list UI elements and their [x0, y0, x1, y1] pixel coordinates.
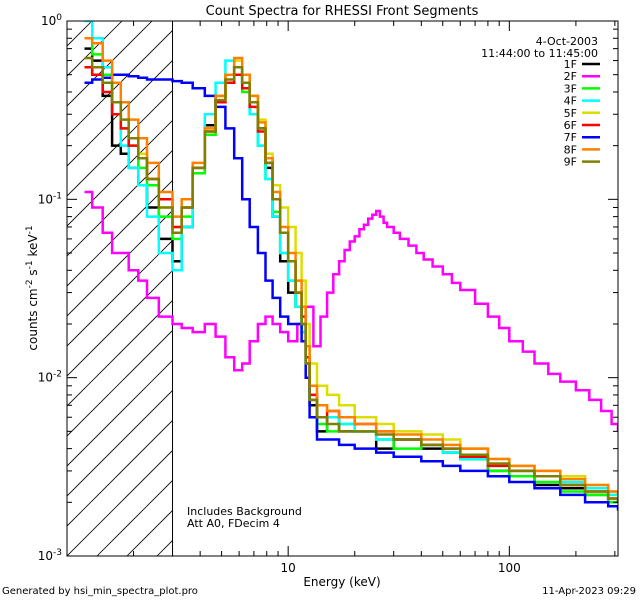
legend-label: 1F	[564, 58, 577, 71]
hatched-region	[0, 0, 640, 556]
y-tick-label: 10-1	[38, 191, 62, 206]
y-axis-label-part: counts cm	[26, 288, 40, 350]
y-tick-label: 100	[41, 13, 62, 28]
annotation-background: Includes Background	[187, 505, 302, 518]
series-line-1F	[84, 47, 618, 504]
legend-label: 8F	[564, 143, 577, 156]
y-tick-exponent: -3	[53, 548, 62, 558]
legend-label: 4F	[564, 95, 577, 108]
hatch-line	[277, 0, 640, 556]
chart-title: Count Spectra for RHESSI Front Segments	[206, 4, 479, 19]
footer-timestamp: 11-Apr-2023 09:29	[542, 586, 636, 597]
hatch-line	[67, 359, 173, 467]
hatch-line	[67, 179, 173, 287]
hatch-line	[367, 0, 640, 556]
header-time-range: 11:44:00 to 11:45:00	[481, 47, 598, 60]
hatch-line	[67, 119, 173, 227]
header-date: 4-Oct-2003	[536, 35, 598, 48]
y-tick-exponent: 0	[56, 13, 62, 23]
y-axis-label-exponent: -1	[25, 260, 35, 269]
y-axis-label-exponent: -1	[25, 225, 35, 234]
hatch-line	[67, 21, 93, 47]
hatch-line	[247, 0, 640, 556]
hatch-line	[457, 0, 640, 556]
hatch-line	[67, 239, 173, 347]
y-axis-label-part: keV	[26, 234, 40, 261]
hatch-line	[0, 0, 97, 556]
y-tick-exponent: -2	[53, 370, 62, 380]
series-line-8F	[84, 37, 618, 495]
hatch-line	[67, 21, 153, 107]
hatch-line	[397, 0, 640, 556]
y-tick-exponent: -1	[53, 191, 62, 201]
y-tick-base: 10	[38, 549, 53, 563]
legend-label: 5F	[564, 107, 577, 120]
x-tick-label: 10	[281, 561, 296, 575]
series-line-6F	[84, 66, 618, 503]
series-lines	[84, 21, 618, 511]
series-line-3F	[84, 37, 618, 504]
x-axis-label: Energy (keV)	[303, 575, 380, 589]
plot-frame	[66, 20, 619, 557]
series-line-4F	[84, 21, 618, 499]
hatch-line	[67, 29, 173, 137]
y-axis-label: counts cm-2 s-1 keV-1	[25, 225, 40, 350]
y-axis-label-part: s	[26, 269, 40, 279]
series-line-5F	[84, 59, 618, 495]
series-line-7F	[84, 73, 618, 511]
y-tick-base: 10	[38, 371, 53, 385]
y-axis-label-exponent: -2	[25, 279, 35, 288]
hatch-line	[67, 329, 173, 437]
series-line-2F	[84, 190, 618, 432]
y-tick-label: 10-2	[38, 370, 62, 385]
y-tick-base: 10	[38, 192, 53, 206]
hatch-line	[67, 419, 173, 527]
legend-label: 2F	[564, 70, 577, 83]
hatch-line	[307, 0, 640, 556]
legend-label: 6F	[564, 119, 577, 132]
hatch-line	[67, 299, 173, 407]
x-tick-label: 100	[498, 561, 521, 575]
legend-label: 9F	[564, 156, 577, 169]
hatch-line	[67, 21, 123, 77]
hatch-line	[607, 0, 640, 556]
footer-generated-by: Generated by hsi_min_spectra_plot.pro	[2, 586, 198, 597]
hatch-line	[67, 89, 173, 197]
y-tick-base: 10	[41, 14, 56, 28]
hatch-line	[577, 0, 640, 556]
y-tick-label: 10-3	[38, 548, 62, 563]
annotation-attenuator: Att A0, FDecim 4	[187, 517, 280, 530]
hatch-line	[96, 479, 173, 556]
hatch-line	[67, 209, 173, 317]
legend-label: 3F	[564, 82, 577, 95]
hatch-line	[67, 389, 173, 497]
legend-label: 7F	[564, 131, 577, 144]
series-line-9F	[84, 56, 618, 503]
hatch-line	[67, 449, 173, 556]
